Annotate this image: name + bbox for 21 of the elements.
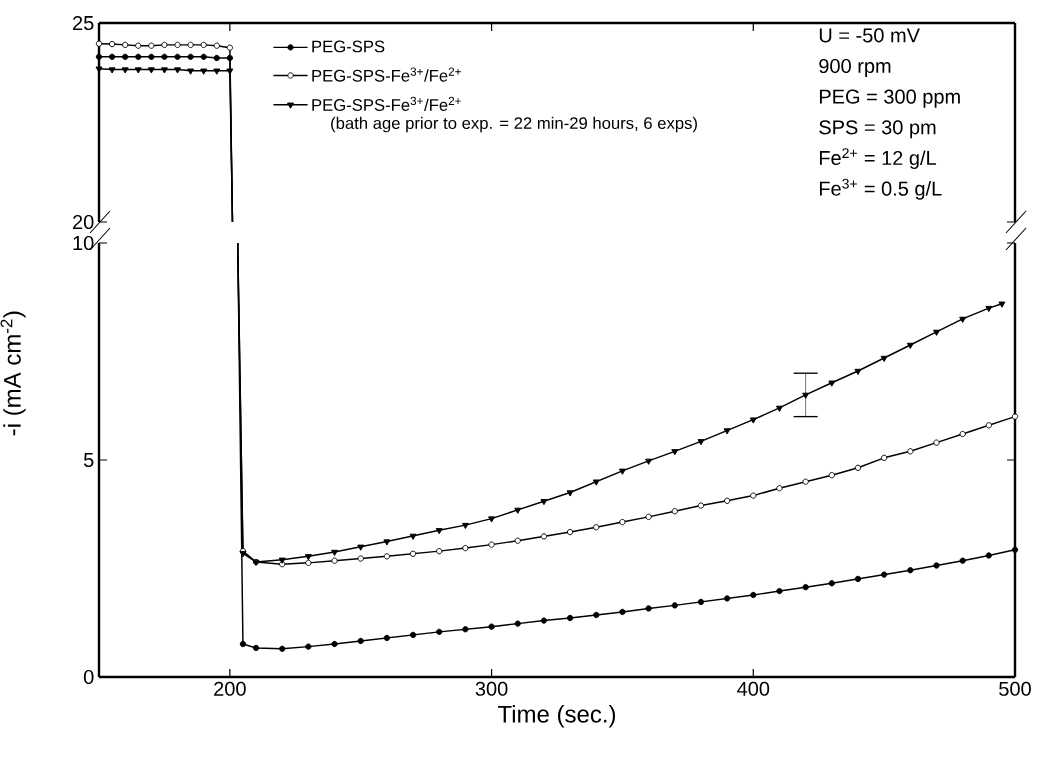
- y-tick-label: 25: [73, 15, 94, 31]
- annotation: PEG = 300 ppm: [819, 89, 960, 108]
- x-axis-title: Time (sec.): [497, 705, 616, 728]
- legend-label: PEG-SPS-Fe$^{3+}$/Fe$^{2+}$: [312, 96, 461, 111]
- x-tick-label: 300: [475, 681, 508, 696]
- annotation: 900 rpm: [819, 58, 891, 78]
- annotation: U = -50 mV: [819, 28, 920, 43]
- y-tick-label: 0: [83, 669, 94, 685]
- annotation: Fe$^{2+}$ = 12 g/L: [819, 148, 937, 170]
- annotation: (bath age prior to exp. = 22 min-29 hours, 6 exps): [331, 116, 697, 133]
- y-axis-title: -i (mA cm$^{-2}$): [0, 311, 26, 436]
- x-tick-label: 400: [737, 681, 770, 696]
- annotation: SPS = 30 pm: [819, 120, 936, 139]
- x-tick-label: 200: [214, 681, 246, 696]
- y-tick-label: 5: [83, 453, 94, 467]
- annotation: Fe$^{3+}$ = 0.5 g/L: [819, 178, 942, 200]
- legend-label: PEG-SPS-Fe$^{3+}$/Fe$^{2+}$: [312, 67, 461, 82]
- legend-label: PEG-SPS: [312, 40, 385, 53]
- y-tick-label: 20: [73, 214, 94, 230]
- x-tick-label: 500: [999, 681, 1031, 696]
- y-tick-label: 10: [73, 235, 94, 251]
